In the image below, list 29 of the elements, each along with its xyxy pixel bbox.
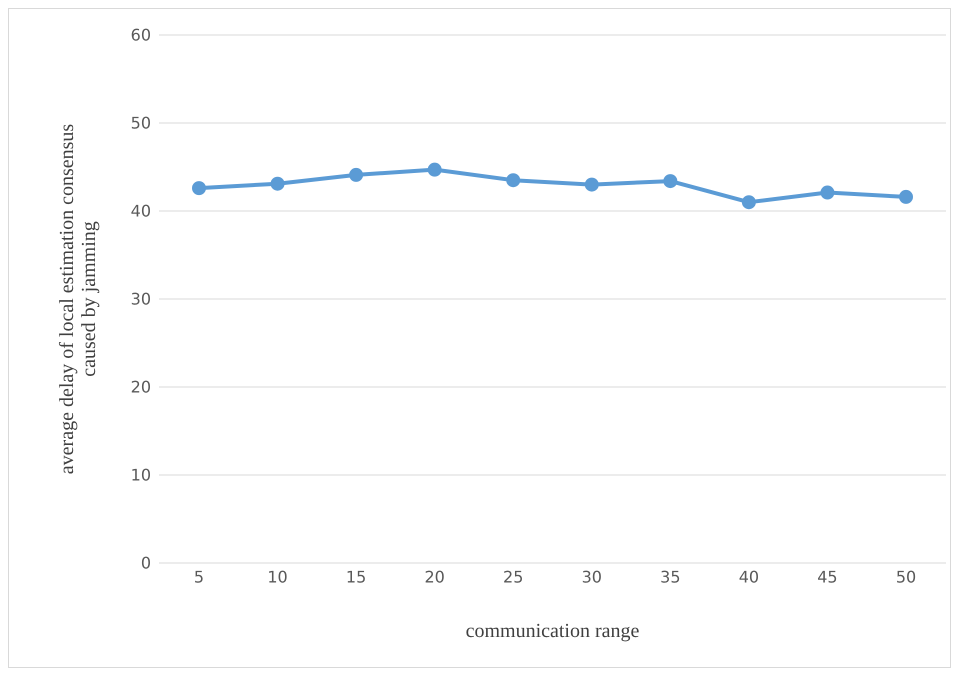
x-tick-label: 30 — [582, 567, 602, 586]
point — [349, 168, 364, 182]
y-axis-title: average delay of local estimation consensus caused by jamming — [56, 124, 100, 474]
x-tick-label: 5 — [194, 567, 204, 586]
x-tick-label: 20 — [424, 567, 445, 586]
point — [663, 174, 678, 188]
point — [506, 173, 520, 188]
point — [584, 178, 599, 192]
point — [428, 162, 442, 177]
y-tick-label: 30 — [130, 290, 151, 309]
point — [820, 186, 834, 200]
x-tick-label: 35 — [660, 567, 681, 586]
x-tick-label: 25 — [503, 567, 524, 586]
y-tick-label: 10 — [130, 466, 151, 485]
y-tick-label: 60 — [130, 26, 151, 45]
point — [270, 176, 285, 191]
y-tick-label: 40 — [130, 202, 151, 221]
x-tick-label: 45 — [817, 567, 838, 586]
y-tick-label: 50 — [130, 114, 151, 133]
point — [192, 181, 206, 196]
x-tick-label: 15 — [346, 567, 366, 586]
x-tick-label: 10 — [267, 567, 288, 586]
x-axis-title: communication range — [466, 620, 640, 642]
x-tick-label: 40 — [738, 567, 760, 586]
y-tick-label: 0 — [140, 554, 151, 573]
x-tick-label: 50 — [896, 567, 916, 586]
point — [742, 195, 756, 210]
y-tick-label: 20 — [130, 378, 151, 397]
point — [899, 190, 913, 204]
